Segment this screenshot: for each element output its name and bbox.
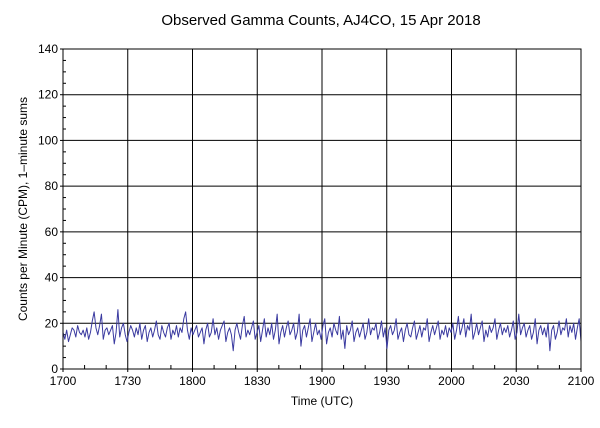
x-tick-label: 1830 [244,374,271,388]
y-tick-label: 0 [51,362,58,376]
chart-title: Observed Gamma Counts, AJ4CO, 15 Apr 201… [161,12,480,29]
series-layer [62,309,582,352]
x-tick-label: 1800 [179,374,206,388]
x-tick-label: 2100 [568,374,595,388]
y-tick-label: 140 [38,42,58,56]
x-tick-label: 1700 [50,374,77,388]
x-axis-title: Time (UTC) [291,394,353,408]
plot-frame [62,48,582,370]
y-tick-labels: 0 20 40 60 80 100 120 140 [38,42,58,376]
y-tick-label: 120 [38,88,58,102]
grid-lines [63,49,581,369]
x-tick-label: 2030 [503,374,530,388]
x-tick-label: 1900 [309,374,336,388]
y-tick-label: 80 [45,179,59,193]
y-tick-label: 100 [38,133,58,147]
y-tick-label: 40 [45,271,59,285]
x-tick-labels: 1700 1730 1800 1830 1900 1930 2000 2030 2100 [50,374,595,388]
y-axis-title: Counts per Minute (CPM), 1–minute sums [16,97,30,321]
series-line-gamma-counts [62,309,582,352]
x-tick-label: 1930 [373,374,400,388]
y-tick-label: 60 [45,225,59,239]
y-tick-label: 20 [45,316,59,330]
x-tick-label: 2000 [438,374,465,388]
x-tick-label: 1730 [114,374,141,388]
